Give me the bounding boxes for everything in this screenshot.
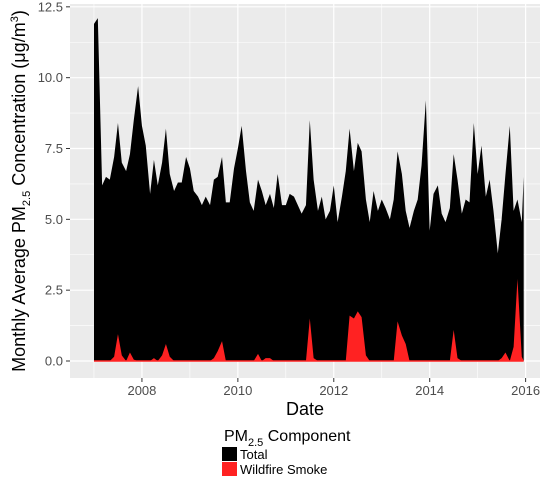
y-tick-label: 7.5: [45, 141, 63, 156]
legend-title-pre: PM: [224, 428, 248, 445]
y-axis-title: Monthly Average PM2.5 Concentration (μg/…: [9, 10, 33, 372]
legend-key-total: [222, 447, 237, 461]
legend-label-total: Total: [240, 447, 268, 462]
y-axis-title-unit: μg/m: [9, 22, 29, 62]
y-tick-label: 2.5: [45, 283, 63, 298]
y-tick-label: 10.0: [38, 70, 63, 85]
x-tick-label: 2014: [415, 383, 444, 398]
x-tick-label: 2012: [319, 383, 348, 398]
y-axis-title-sub: 2.5: [21, 191, 33, 206]
legend-title-sub: 2.5: [248, 437, 263, 449]
y-tick-label: 0.0: [45, 354, 63, 369]
legend-title: PM2.5 Component: [224, 428, 351, 449]
y-tick-label: 5.0: [45, 212, 63, 227]
x-tick-label: 2016: [511, 383, 540, 398]
y-tick-label: 12.5: [38, 0, 63, 14]
legend-label-wildfire-smoke: Wildfire Smoke: [240, 462, 327, 477]
legend: PM2.5 Component Total Wildfire Smoke: [222, 428, 351, 477]
x-tick-label: 2008: [127, 383, 156, 398]
x-axis-ticks: 2008 2010 2012 2014 2016: [127, 378, 540, 398]
x-axis-title: Date: [286, 399, 324, 419]
y-axis-title-pre: Monthly Average PM: [9, 206, 29, 372]
legend-title-post: Component: [263, 428, 351, 445]
y-axis-title-post: ): [9, 10, 29, 16]
series-area-wildfire-smoke: [93, 278, 524, 361]
legend-key-wildfire-smoke: [222, 462, 237, 476]
y-axis-ticks: 0.0 2.5 5.0 7.5 10.0 12.5: [38, 0, 70, 369]
series-area-total: [93, 18, 524, 361]
y-axis-title-sup: 3: [9, 16, 21, 22]
y-axis-title-mid: Concentration (: [9, 63, 29, 191]
x-tick-label: 2010: [223, 383, 252, 398]
